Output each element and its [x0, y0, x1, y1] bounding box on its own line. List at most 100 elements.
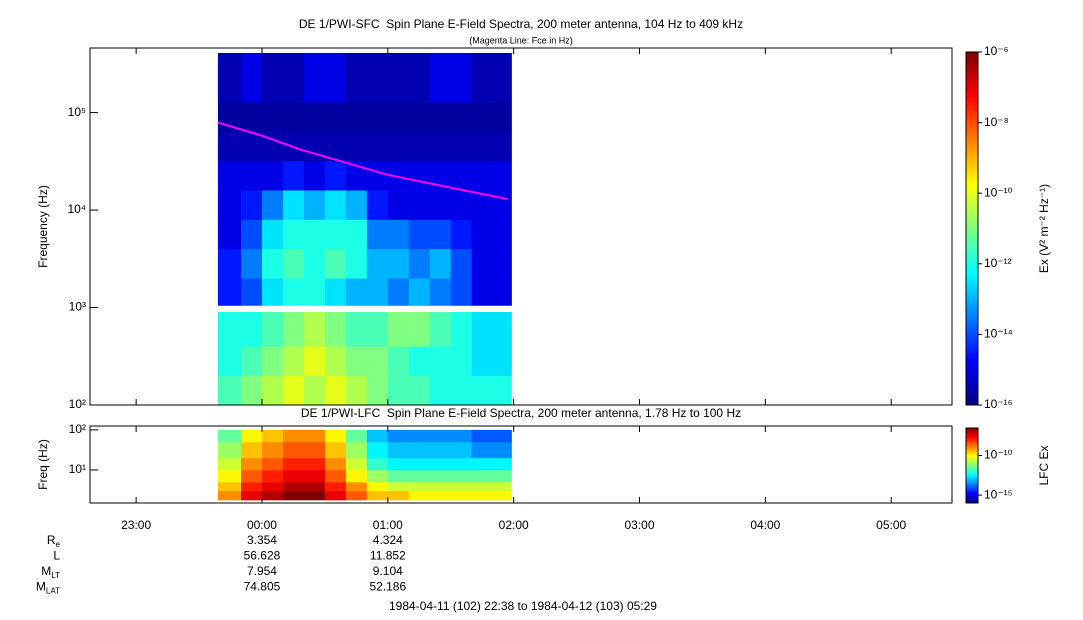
- spectrogram-cell: [345, 490, 368, 501]
- spectrogram-cell: [387, 375, 410, 406]
- colorbar-tick-label: 10⁻¹⁰: [984, 448, 1013, 462]
- y-axis-label: Freq (Hz): [36, 439, 50, 490]
- spectrogram-cell: [345, 219, 368, 250]
- spectrogram-cell: [366, 457, 389, 471]
- ephemeris-value: 7.954: [247, 564, 277, 578]
- spectrogram-cell: [408, 469, 431, 483]
- spectrogram-cell: [303, 375, 326, 406]
- spectrogram-cell: [387, 248, 410, 279]
- spectrogram-cell: [387, 482, 410, 492]
- spectrogram-cell: [471, 457, 493, 471]
- spectrogram-cell: [261, 219, 284, 250]
- spectrogram-cell: [217, 469, 242, 483]
- spectrogram-cell: [387, 190, 410, 220]
- spectrogram-cell: [366, 482, 389, 492]
- spectrogram-cell: [471, 490, 493, 501]
- y-tick-label: 10⁴: [67, 202, 86, 216]
- spectrogram-cell: [282, 190, 305, 220]
- spectrogram-cell: [324, 160, 347, 191]
- ephemeris-value: 9.104: [373, 564, 403, 578]
- spectrogram-cell: [303, 441, 326, 459]
- colorbar-tick-label: 10⁻¹⁵: [984, 487, 1013, 501]
- x-tick-label: 05:00: [876, 518, 906, 532]
- spectrogram-cell: [324, 248, 347, 279]
- ephemeris-value: 11.852: [370, 549, 406, 563]
- x-tick-label: 04:00: [750, 518, 780, 532]
- spectrogram-cell: [408, 457, 431, 471]
- spectrogram-cell: [303, 490, 326, 501]
- ephemeris-label-sub: LT: [51, 571, 60, 580]
- spectrogram-cell: [450, 219, 473, 250]
- spectrogram-cell: [282, 102, 305, 132]
- colorbar-tick-label: 10⁻⁸: [984, 115, 1009, 129]
- y-tick-label: 10¹: [69, 462, 86, 476]
- spectrogram-cell: [282, 457, 305, 471]
- spectrogram-cell: [429, 375, 452, 406]
- spectrogram-cell: [324, 131, 347, 162]
- ephemeris-value: 3.354: [247, 533, 277, 547]
- spectrogram-cell: [387, 131, 410, 162]
- spectrogram-cell: [261, 52, 284, 103]
- spectrogram-cell: [366, 190, 389, 220]
- spectrogram-cell: [387, 469, 410, 483]
- spectrogram-cell: [429, 248, 452, 279]
- spectrogram-cell: [471, 102, 493, 132]
- colorbar-tick-label: 10⁻¹²: [984, 256, 1012, 270]
- fce-line: [217, 121, 508, 200]
- spectrogram-cell: [492, 429, 512, 443]
- spectrogram-cell: [282, 346, 305, 376]
- spectrogram-cell: [282, 490, 305, 501]
- spectrogram-cell: [387, 311, 410, 347]
- spectrogram-cell: [429, 469, 452, 483]
- spectrogram-cell: [387, 160, 410, 191]
- spectrogram-cell: [282, 375, 305, 406]
- x-tick-label: 23:00: [121, 518, 151, 532]
- spectrogram-cell: [241, 52, 263, 103]
- spectrogram-cell: [387, 457, 410, 471]
- plot-frame: [89, 47, 953, 406]
- spectrogram-cell: [324, 482, 347, 492]
- spectrogram-cell: [387, 278, 410, 306]
- spectrogram-cell: [471, 429, 493, 443]
- ephemeris-value: 56.628: [244, 549, 281, 563]
- spectrogram-cell: [471, 278, 493, 306]
- spectrogram-cell: [217, 429, 242, 443]
- spectrogram-cell: [429, 219, 452, 250]
- x-tick-label: 02:00: [499, 518, 529, 532]
- spectrogram-cell: [217, 482, 242, 492]
- spectrogram-cell: [241, 457, 263, 471]
- spectrogram-cell: [261, 278, 284, 306]
- ephemeris-label: MLT: [41, 564, 60, 580]
- spectrogram-cell: [471, 469, 493, 483]
- spectrogram-cell: [492, 102, 512, 132]
- spectrogram-cell: [324, 102, 347, 132]
- spectrogram-cell: [261, 160, 284, 191]
- spectrogram-cell: [241, 311, 263, 347]
- spectrogram-cell: [303, 482, 326, 492]
- spectrogram-cell: [471, 160, 493, 191]
- spectrogram-cell: [217, 160, 242, 191]
- colorbar-label: Ex (V² m⁻² Hz⁻¹): [1037, 184, 1051, 273]
- spectrogram-cell: [408, 429, 431, 443]
- spectrogram-cell: [387, 52, 410, 103]
- spectrogram-cell: [345, 248, 368, 279]
- spectrogram-cell: [450, 429, 473, 443]
- spectrogram-cell: [471, 219, 493, 250]
- spectrogram-cell: [282, 482, 305, 492]
- spectrogram-cell: [261, 457, 284, 471]
- ephemeris-label-sub: e: [56, 540, 61, 549]
- spectrogram-cell: [429, 131, 452, 162]
- spectrogram-cell: [387, 219, 410, 250]
- y-tick-label: 10²: [69, 397, 86, 411]
- spectrogram-cell: [366, 248, 389, 279]
- ephemeris-label-text: L: [53, 549, 60, 563]
- spectrogram-cell: [261, 482, 284, 492]
- spectrogram-cell: [387, 102, 410, 132]
- ephemeris-label-text: R: [47, 533, 56, 547]
- spectrogram-cell: [429, 160, 452, 191]
- colorbar: [965, 427, 979, 504]
- spectrogram-cell: [450, 346, 473, 376]
- spectrogram-cell: [217, 457, 242, 471]
- spectrogram-cell: [450, 490, 473, 501]
- spectrogram-cell: [345, 131, 368, 162]
